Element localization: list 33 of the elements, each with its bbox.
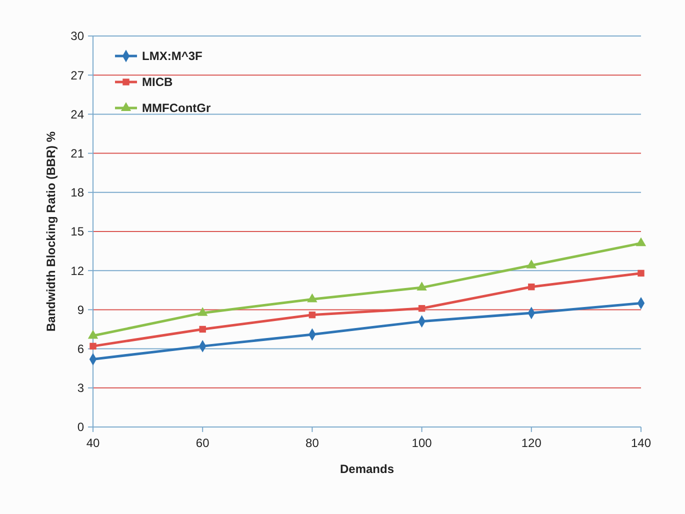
x-tick-label: 100: [412, 436, 432, 450]
y-tick-label: 30: [70, 29, 84, 44]
y-tick-label: 24: [70, 107, 84, 122]
y-tick-label: 9: [77, 302, 84, 317]
point: [199, 326, 206, 333]
x-tick-label: 120: [521, 436, 542, 450]
point: [638, 270, 644, 277]
x-tick-label: 140: [630, 436, 652, 450]
y-tick-label: 3: [77, 381, 84, 396]
y-tick-label: 27: [70, 68, 84, 82]
point: [526, 260, 536, 268]
y-tick-label: 0: [77, 420, 84, 434]
legend-label: MMFContGr: [142, 101, 211, 116]
point: [418, 305, 426, 312]
point: [198, 307, 208, 316]
legend-label: LMX:M^3F: [142, 49, 202, 64]
x-tick-label: 40: [86, 436, 100, 450]
x-tick-label: 60: [196, 436, 210, 450]
y-tick-label: 6: [77, 342, 84, 356]
y-tick-label: 12: [70, 264, 84, 278]
point: [528, 284, 535, 290]
point: [416, 282, 427, 290]
y-tick-label: 21: [70, 146, 84, 160]
point: [307, 293, 318, 302]
y-axis-title: Bandwidth Blocking Ratio (BBR) %: [44, 131, 58, 332]
x-axis-title: Demands: [340, 462, 394, 476]
point: [308, 312, 316, 318]
y-tick-label: 18: [70, 186, 84, 200]
point: [636, 237, 646, 246]
x-tick-label: 80: [306, 436, 320, 450]
legend-label: MICB: [142, 75, 173, 90]
point: [88, 330, 98, 339]
y-tick-label: 15: [70, 224, 84, 239]
